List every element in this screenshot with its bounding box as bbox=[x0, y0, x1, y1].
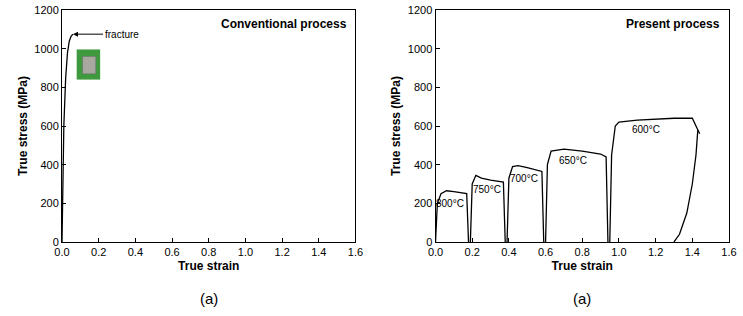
svg-text:750°C: 750°C bbox=[473, 184, 501, 195]
svg-text:1.0: 1.0 bbox=[238, 246, 253, 258]
svg-text:650°C: 650°C bbox=[559, 155, 587, 166]
svg-text:True strain: True strain bbox=[552, 259, 613, 273]
svg-text:1.6: 1.6 bbox=[348, 246, 363, 258]
svg-text:1200: 1200 bbox=[34, 4, 58, 16]
svg-text:1.2: 1.2 bbox=[274, 246, 289, 258]
svg-text:800°C: 800°C bbox=[436, 198, 464, 209]
svg-text:0.2: 0.2 bbox=[91, 246, 106, 258]
svg-text:0.0: 0.0 bbox=[54, 246, 69, 258]
svg-text:0.8: 0.8 bbox=[201, 246, 216, 258]
svg-text:0.6: 0.6 bbox=[164, 246, 179, 258]
svg-text:0: 0 bbox=[426, 236, 432, 248]
svg-text:200: 200 bbox=[414, 197, 432, 209]
svg-text:400: 400 bbox=[40, 159, 58, 171]
svg-text:True stress (MPa): True stress (MPa) bbox=[389, 76, 403, 176]
svg-text:0.6: 0.6 bbox=[538, 246, 553, 258]
svg-text:0.4: 0.4 bbox=[501, 246, 516, 258]
svg-text:600°C: 600°C bbox=[632, 124, 660, 135]
svg-text:0.8: 0.8 bbox=[575, 246, 590, 258]
svg-text:1000: 1000 bbox=[34, 43, 58, 55]
svg-text:True stress (MPa): True stress (MPa) bbox=[16, 76, 30, 176]
svg-text:700°C: 700°C bbox=[510, 173, 538, 184]
svg-text:400: 400 bbox=[414, 159, 432, 171]
svg-text:1200: 1200 bbox=[408, 4, 432, 16]
svg-text:600: 600 bbox=[414, 120, 432, 132]
svg-text:0.0: 0.0 bbox=[428, 246, 443, 258]
svg-text:True strain: True strain bbox=[178, 259, 239, 273]
svg-text:Present process: Present process bbox=[626, 17, 720, 31]
svg-text:200: 200 bbox=[40, 197, 58, 209]
svg-text:1.0: 1.0 bbox=[611, 246, 626, 258]
svg-text:fracture: fracture bbox=[105, 29, 139, 40]
svg-text:800: 800 bbox=[40, 81, 58, 93]
svg-text:(a): (a) bbox=[573, 290, 591, 307]
svg-text:1.2: 1.2 bbox=[648, 246, 663, 258]
svg-text:0: 0 bbox=[53, 236, 59, 248]
svg-text:1.6: 1.6 bbox=[721, 246, 736, 258]
svg-text:600: 600 bbox=[40, 120, 58, 132]
svg-text:Conventional process: Conventional process bbox=[221, 17, 347, 31]
svg-text:1.4: 1.4 bbox=[685, 246, 700, 258]
svg-text:0.2: 0.2 bbox=[465, 246, 480, 258]
svg-text:1000: 1000 bbox=[408, 43, 432, 55]
svg-text:800: 800 bbox=[414, 81, 432, 93]
svg-text:1.4: 1.4 bbox=[311, 246, 326, 258]
svg-text:0.4: 0.4 bbox=[128, 246, 143, 258]
svg-text:(a): (a) bbox=[200, 290, 218, 307]
